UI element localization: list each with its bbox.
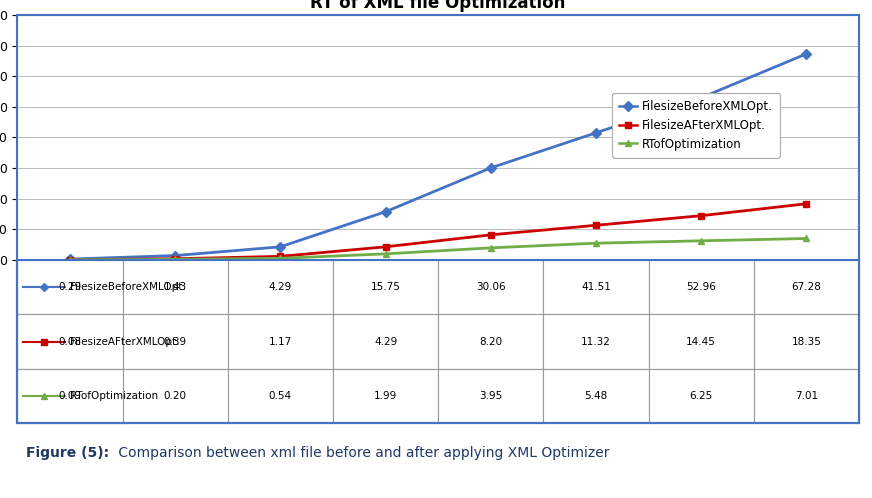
Bar xyxy=(649,369,753,423)
FilesizeAFterXMLOpt. xyxy=(380,244,391,250)
Text: 0.54: 0.54 xyxy=(269,391,292,401)
RTofOptimization xyxy=(590,240,601,246)
Text: FilesizeAFterXMLOpt.: FilesizeAFterXMLOpt. xyxy=(70,337,180,347)
Text: 5.48: 5.48 xyxy=(584,391,608,401)
Bar xyxy=(17,369,123,423)
Text: 7.01: 7.01 xyxy=(794,391,818,401)
FilesizeAFterXMLOpt. xyxy=(696,213,706,219)
Text: 1.17: 1.17 xyxy=(269,337,292,347)
Bar xyxy=(333,260,438,314)
Text: 0.08: 0.08 xyxy=(58,337,82,347)
Line: FilesizeAFterXMLOpt.: FilesizeAFterXMLOpt. xyxy=(66,200,810,263)
FilesizeAFterXMLOpt. xyxy=(65,257,75,263)
FilesizeBeforeXMLOpt. xyxy=(801,51,812,57)
Text: 6.25: 6.25 xyxy=(690,391,712,401)
Bar xyxy=(438,314,543,369)
Bar xyxy=(228,369,333,423)
Text: 1.43: 1.43 xyxy=(164,282,187,292)
Bar xyxy=(17,369,123,423)
FilesizeBeforeXMLOpt. xyxy=(276,244,286,250)
FilesizeAFterXMLOpt. xyxy=(590,222,601,228)
Text: 3.95: 3.95 xyxy=(479,391,502,401)
Bar xyxy=(649,260,753,314)
Text: 1.99: 1.99 xyxy=(374,391,398,401)
Text: 52.96: 52.96 xyxy=(686,282,716,292)
Text: 4.29: 4.29 xyxy=(374,337,398,347)
FilesizeBeforeXMLOpt. xyxy=(170,252,181,258)
Bar xyxy=(17,260,123,314)
FilesizeAFterXMLOpt. xyxy=(486,232,496,238)
Line: RTofOptimization: RTofOptimization xyxy=(66,235,810,263)
RTofOptimization xyxy=(276,255,286,261)
Bar xyxy=(17,314,123,369)
Bar xyxy=(123,369,228,423)
Text: RTofOptimization: RTofOptimization xyxy=(70,391,158,401)
FilesizeAFterXMLOpt. xyxy=(801,201,812,207)
Text: FilesizeBeforeXMLOpt.: FilesizeBeforeXMLOpt. xyxy=(70,282,186,292)
Bar xyxy=(753,314,859,369)
RTofOptimization xyxy=(380,251,391,257)
Bar xyxy=(753,260,859,314)
Bar xyxy=(753,369,859,423)
Text: 11.32: 11.32 xyxy=(581,337,611,347)
RTofOptimization xyxy=(486,245,496,251)
Text: 14.45: 14.45 xyxy=(686,337,716,347)
Bar xyxy=(543,369,649,423)
RTofOptimization xyxy=(696,238,706,244)
Bar xyxy=(333,314,438,369)
Bar xyxy=(543,260,649,314)
Text: 0.20: 0.20 xyxy=(164,391,187,401)
Bar xyxy=(649,314,753,369)
Text: 0.09: 0.09 xyxy=(58,391,82,401)
FilesizeBeforeXMLOpt. xyxy=(590,130,601,136)
FilesizeAFterXMLOpt. xyxy=(170,256,181,262)
Bar xyxy=(123,314,228,369)
Bar xyxy=(228,260,333,314)
Bar xyxy=(123,260,228,314)
Bar xyxy=(438,369,543,423)
Text: 67.28: 67.28 xyxy=(792,282,821,292)
FilesizeBeforeXMLOpt. xyxy=(65,256,75,262)
Bar xyxy=(17,314,123,369)
Text: 8.20: 8.20 xyxy=(480,337,502,347)
Bar xyxy=(438,260,543,314)
Text: 15.75: 15.75 xyxy=(371,282,400,292)
Bar xyxy=(17,260,123,314)
FilesizeAFterXMLOpt. xyxy=(276,253,286,259)
Text: 18.35: 18.35 xyxy=(792,337,821,347)
RTofOptimization xyxy=(65,256,75,262)
RTofOptimization xyxy=(801,236,812,242)
Text: 0.29: 0.29 xyxy=(58,282,82,292)
Text: Comparison between xml file before and after applying XML Optimizer: Comparison between xml file before and a… xyxy=(114,446,610,460)
Text: 4.29: 4.29 xyxy=(269,282,292,292)
Bar xyxy=(333,369,438,423)
Text: Figure (5):: Figure (5): xyxy=(26,446,109,460)
Legend: FilesizeBeforeXMLOpt., FilesizeAFterXMLOpt., RTofOptimization: FilesizeBeforeXMLOpt., FilesizeAFterXMLO… xyxy=(612,93,780,158)
Text: 30.06: 30.06 xyxy=(476,282,506,292)
FilesizeBeforeXMLOpt. xyxy=(486,165,496,171)
Title: RT of XML file Optimization: RT of XML file Optimization xyxy=(310,0,566,12)
Bar xyxy=(228,314,333,369)
Line: FilesizeBeforeXMLOpt.: FilesizeBeforeXMLOpt. xyxy=(66,50,810,262)
FilesizeBeforeXMLOpt. xyxy=(696,95,706,101)
FilesizeBeforeXMLOpt. xyxy=(380,209,391,215)
Text: 41.51: 41.51 xyxy=(581,282,611,292)
Text: 0.39: 0.39 xyxy=(164,337,187,347)
Bar xyxy=(543,314,649,369)
RTofOptimization xyxy=(170,256,181,262)
